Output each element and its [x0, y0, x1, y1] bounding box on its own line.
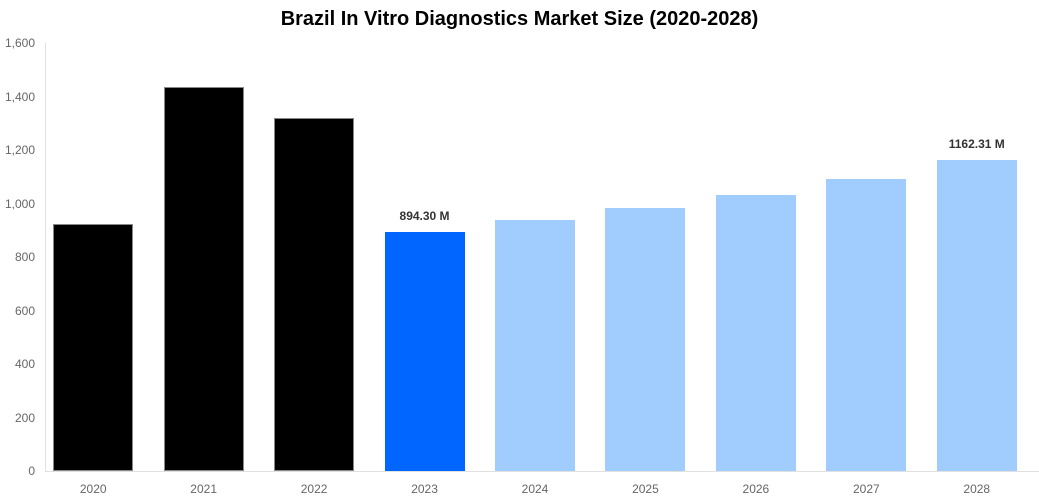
chart-title: Brazil In Vitro Diagnostics Market Size … — [280, 8, 759, 30]
y-tick-label: 600 — [14, 303, 35, 318]
y-tick-label: 400 — [14, 357, 35, 371]
y-tick-label: 1,000 — [4, 196, 35, 211]
y-tick-label: 800 — [14, 250, 35, 264]
data-label-2023: 894.30 M — [399, 208, 450, 223]
bar-2022 — [274, 117, 355, 471]
x-tick-label: 2021 — [190, 482, 217, 496]
bar-2025 — [605, 208, 686, 471]
x-axis-line — [45, 471, 1039, 472]
x-tick-label: 2025 — [632, 482, 659, 496]
x-tick-label: 2027 — [852, 482, 880, 496]
bar-2028 — [936, 160, 1017, 471]
data-label-2028: 1162.31 M — [948, 137, 1005, 152]
bar-2027 — [826, 179, 907, 471]
x-tick-label: 2022 — [300, 482, 328, 496]
y-axis-line — [45, 43, 46, 471]
y-tick-label: 1,600 — [4, 36, 35, 50]
bar-2023 — [384, 231, 465, 471]
y-tick-label: 200 — [14, 410, 35, 425]
bar-2020 — [53, 224, 134, 471]
bar-2026 — [715, 194, 796, 471]
x-tick-label: 2028 — [963, 482, 991, 496]
y-tick-label: 1,200 — [4, 143, 35, 157]
y-tick-label: 0 — [28, 464, 35, 478]
x-tick-label: 2026 — [742, 482, 770, 496]
x-tick-label: 2020 — [79, 482, 107, 496]
x-tick-label: 2023 — [411, 482, 438, 496]
x-tick-label: 2024 — [521, 482, 549, 496]
y-tick-label: 1,400 — [4, 89, 35, 104]
bar-2021 — [163, 87, 244, 471]
bar-2024 — [495, 220, 575, 471]
